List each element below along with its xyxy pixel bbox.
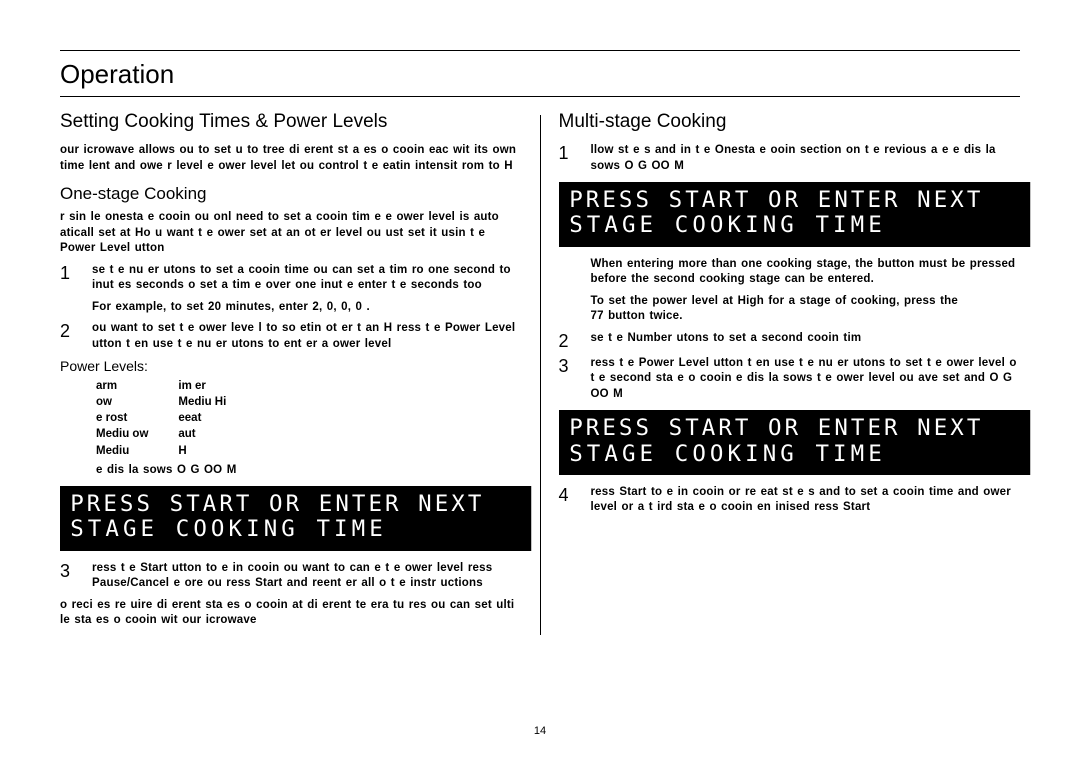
- step1-text: se t e nu er utons to set a cooin time o…: [92, 263, 522, 294]
- levels-footer: e dis la sows O G OO M: [60, 463, 522, 479]
- left-column: Setting Cooking Times & Power Levels our…: [60, 111, 522, 635]
- level-item: arm: [96, 378, 148, 394]
- right-column: Multi-stage Cooking 1 llow st e s and in…: [559, 111, 1021, 635]
- level-item: Mediu ow: [96, 426, 148, 442]
- rstep2-text: se t e Number utons to set a second cooi…: [591, 331, 1021, 350]
- right-note-1: When entering more than one cooking stag…: [559, 257, 1021, 288]
- step3-text: ress t e Start utton to e in cooin ou wa…: [92, 561, 522, 592]
- power-levels-label: Power Levels:: [60, 358, 522, 374]
- lcd-display-right-2: PRESS START OR ENTER NEXT STAGE COOKING …: [559, 410, 1030, 475]
- power-levels-table: arm ow e rost Mediu ow Mediu im er Mediu…: [60, 378, 522, 458]
- levels-col-b: im er Mediu Hi eeat aut H: [178, 378, 226, 458]
- level-item: eeat: [178, 410, 226, 426]
- right-heading: Multi-stage Cooking: [559, 111, 1021, 133]
- lcd-line: PRESS START OR ENTER NEXT: [70, 492, 520, 517]
- lcd-display-left: PRESS START OR ENTER NEXT STAGE COOKING …: [60, 486, 531, 551]
- level-item: im er: [178, 378, 226, 394]
- onestage-intro: r sin le onesta e cooin ou onl need to s…: [60, 210, 522, 257]
- step-number: 4: [559, 485, 577, 516]
- page-number: 14: [0, 725, 1080, 737]
- page-title: Operation: [60, 57, 1020, 96]
- lcd-line: STAGE COOKING TIME: [70, 517, 520, 542]
- step-number: 1: [559, 143, 577, 174]
- right-step-1: 1 llow st e s and in t e Onesta e ooin s…: [559, 143, 1021, 174]
- level-item: ow: [96, 394, 148, 410]
- step-number: 1: [60, 263, 78, 316]
- lcd-line: STAGE COOKING TIME: [569, 442, 1019, 467]
- rule-under-title: [60, 96, 1020, 97]
- right-note-2a: To set the power level at High for a sta…: [559, 294, 1021, 310]
- rule-top: [60, 50, 1020, 51]
- onestage-heading: One-stage Cooking: [60, 184, 522, 204]
- step2-text: ou want to set t e ower leve l to so eti…: [92, 321, 522, 352]
- right-step-3: 3 ress t e Power Level utton t en use t …: [559, 356, 1021, 403]
- right-step-4: 4 ress Start to e in cooin or re eat st …: [559, 485, 1021, 516]
- step1-example: For example, to set 20 minutes, enter 2,…: [92, 300, 522, 316]
- left-intro: our icrowave allows ou to set u to tree …: [60, 143, 522, 174]
- left-footer-para: o reci es re uire di erent sta es o cooi…: [60, 598, 522, 629]
- left-step-1: 1 se t e nu er utons to set a cooin time…: [60, 263, 522, 316]
- step-number: 3: [559, 356, 577, 403]
- left-step-3: 3 ress t e Start utton to e in cooin ou …: [60, 561, 522, 592]
- left-step-2: 2 ou want to set t e ower leve l to so e…: [60, 321, 522, 352]
- rstep1-text: llow st e s and in t e Onesta e ooin sec…: [591, 143, 1021, 174]
- level-item: H: [178, 443, 226, 459]
- column-divider: [540, 115, 541, 635]
- lcd-display-right-1: PRESS START OR ENTER NEXT STAGE COOKING …: [559, 182, 1030, 247]
- rstep3-text: ress t e Power Level utton t en use t e …: [591, 356, 1021, 403]
- lcd-line: PRESS START OR ENTER NEXT: [569, 416, 1019, 441]
- lcd-line: STAGE COOKING TIME: [569, 213, 1019, 238]
- two-column-layout: Setting Cooking Times & Power Levels our…: [60, 111, 1020, 635]
- step-number: 3: [60, 561, 78, 592]
- step-number: 2: [559, 331, 577, 350]
- rstep4-text: ress Start to e in cooin or re eat st e …: [591, 485, 1021, 516]
- right-step-2: 2 se t e Number utons to set a second co…: [559, 331, 1021, 350]
- level-item: aut: [178, 426, 226, 442]
- step-number: 2: [60, 321, 78, 352]
- level-item: e rost: [96, 410, 148, 426]
- level-item: Mediu: [96, 443, 148, 459]
- right-note-2b: 77 button twice.: [559, 309, 1021, 325]
- left-heading: Setting Cooking Times & Power Levels: [60, 111, 522, 133]
- levels-col-a: arm ow e rost Mediu ow Mediu: [96, 378, 148, 458]
- level-item: Mediu Hi: [178, 394, 226, 410]
- lcd-line: PRESS START OR ENTER NEXT: [569, 188, 1019, 213]
